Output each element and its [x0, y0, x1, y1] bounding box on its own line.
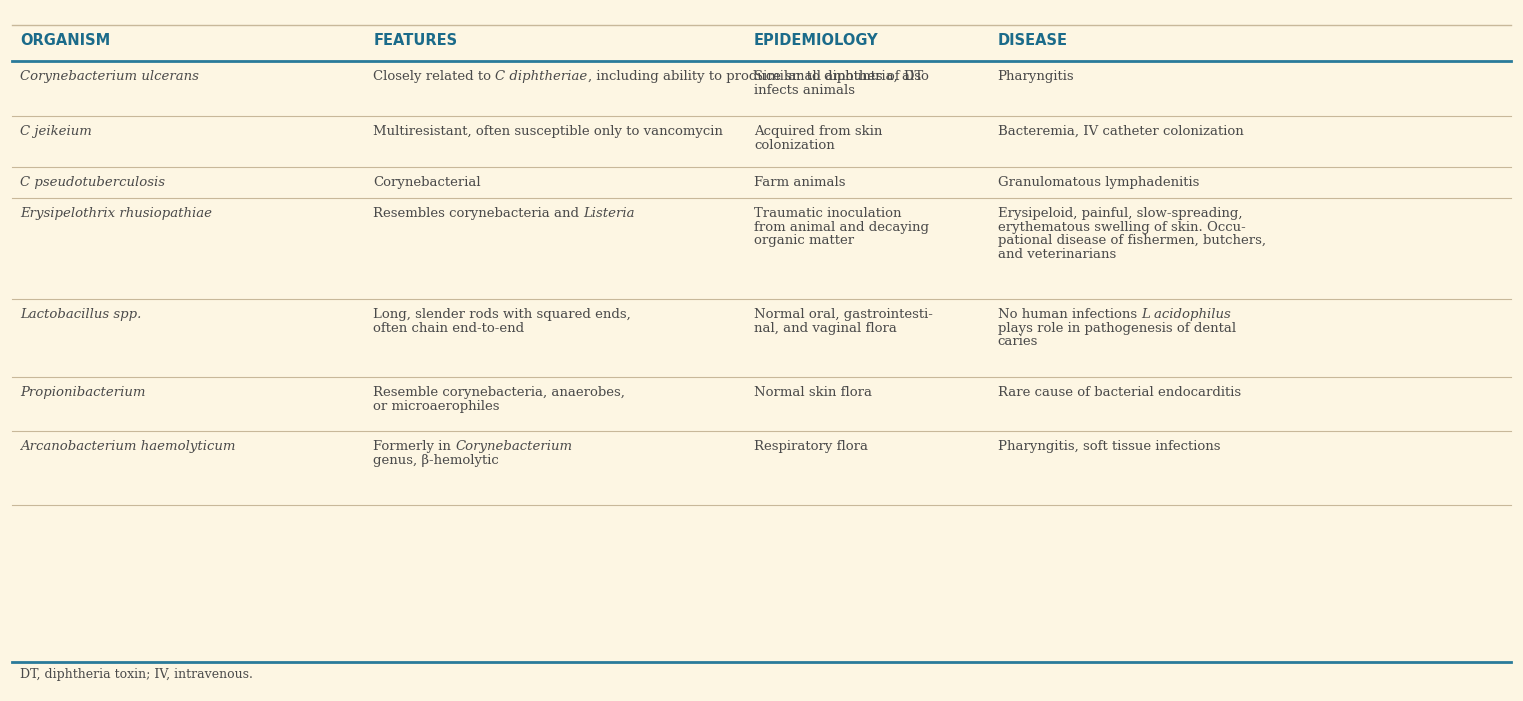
Text: Corynebacterium: Corynebacterium — [455, 440, 573, 454]
Text: L acidophilus: L acidophilus — [1141, 308, 1231, 321]
Text: Pharyngitis: Pharyngitis — [998, 70, 1074, 83]
Text: erythematous swelling of skin. Occu-: erythematous swelling of skin. Occu- — [998, 221, 1246, 233]
Text: Long, slender rods with squared ends,: Long, slender rods with squared ends, — [373, 308, 631, 321]
Text: Respiratory flora: Respiratory flora — [754, 440, 868, 454]
Text: C jeikeium: C jeikeium — [20, 125, 91, 138]
Text: and veterinarians: and veterinarians — [998, 248, 1116, 261]
Text: No human infections: No human infections — [998, 308, 1141, 321]
Text: Erysipelothrix rhusiopathiae: Erysipelothrix rhusiopathiae — [20, 207, 212, 220]
Text: Formerly in: Formerly in — [373, 440, 455, 454]
Text: Lactobacillus spp.: Lactobacillus spp. — [20, 308, 142, 321]
Text: C diphtheriae: C diphtheriae — [495, 70, 588, 83]
Text: Arcanobacterium haemolyticum: Arcanobacterium haemolyticum — [20, 440, 235, 454]
Text: caries: caries — [998, 335, 1039, 348]
Text: Rare cause of bacterial endocarditis: Rare cause of bacterial endocarditis — [998, 386, 1241, 400]
Text: Multiresistant, often susceptible only to vancomycin: Multiresistant, often susceptible only t… — [373, 125, 723, 138]
Text: infects animals: infects animals — [754, 84, 854, 97]
Text: Resembles corynebacteria and: Resembles corynebacteria and — [373, 207, 583, 220]
Text: Farm animals: Farm animals — [754, 176, 845, 189]
Text: C pseudotuberculosis: C pseudotuberculosis — [20, 176, 164, 189]
Text: Resemble corynebacteria, anaerobes,: Resemble corynebacteria, anaerobes, — [373, 386, 624, 400]
Text: or microaerophiles: or microaerophiles — [373, 400, 500, 413]
Text: Normal skin flora: Normal skin flora — [754, 386, 871, 400]
Text: Bacteremia, IV catheter colonization: Bacteremia, IV catheter colonization — [998, 125, 1243, 138]
Text: Erysipeloid, painful, slow-spreading,: Erysipeloid, painful, slow-spreading, — [998, 207, 1243, 220]
Text: ORGANISM: ORGANISM — [20, 33, 110, 48]
Text: DT, diphtheria toxin; IV, intravenous.: DT, diphtheria toxin; IV, intravenous. — [20, 668, 253, 681]
Text: pational disease of fishermen, butchers,: pational disease of fishermen, butchers, — [998, 234, 1266, 247]
Text: Corynebacterium ulcerans: Corynebacterium ulcerans — [20, 70, 198, 83]
Text: DISEASE: DISEASE — [998, 33, 1068, 48]
Text: Normal oral, gastrointesti-: Normal oral, gastrointesti- — [754, 308, 932, 321]
Text: FEATURES: FEATURES — [373, 33, 457, 48]
Text: Granulomatous lymphadenitis: Granulomatous lymphadenitis — [998, 176, 1199, 189]
Text: Similar to diphtheria, also: Similar to diphtheria, also — [754, 70, 929, 83]
Text: Listeria: Listeria — [583, 207, 635, 220]
Text: genus, β-hemolytic: genus, β-hemolytic — [373, 454, 500, 467]
Text: Corynebacterial: Corynebacterial — [373, 176, 481, 189]
Text: Propionibacterium: Propionibacterium — [20, 386, 145, 400]
Text: EPIDEMIOLOGY: EPIDEMIOLOGY — [754, 33, 879, 48]
Text: organic matter: organic matter — [754, 234, 854, 247]
Text: Pharyngitis, soft tissue infections: Pharyngitis, soft tissue infections — [998, 440, 1220, 454]
Text: from animal and decaying: from animal and decaying — [754, 221, 929, 233]
Text: , including ability to produce small amounts of DT: , including ability to produce small amo… — [588, 70, 923, 83]
Text: plays role in pathogenesis of dental: plays role in pathogenesis of dental — [998, 322, 1235, 334]
Text: Traumatic inoculation: Traumatic inoculation — [754, 207, 902, 220]
Text: often chain end-to-end: often chain end-to-end — [373, 322, 524, 334]
Text: colonization: colonization — [754, 139, 835, 151]
Text: Closely related to: Closely related to — [373, 70, 495, 83]
Text: nal, and vaginal flora: nal, and vaginal flora — [754, 322, 897, 334]
Text: Acquired from skin: Acquired from skin — [754, 125, 882, 138]
